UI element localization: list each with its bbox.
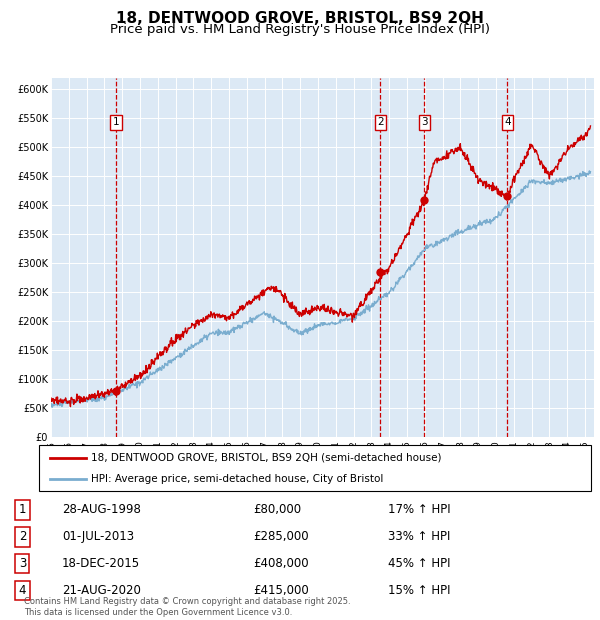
Text: Contains HM Land Registry data © Crown copyright and database right 2025.
This d: Contains HM Land Registry data © Crown c…	[24, 598, 350, 617]
Text: 18, DENTWOOD GROVE, BRISTOL, BS9 2QH (semi-detached house): 18, DENTWOOD GROVE, BRISTOL, BS9 2QH (se…	[91, 453, 442, 463]
Text: 33% ↑ HPI: 33% ↑ HPI	[388, 530, 451, 543]
Text: 18, DENTWOOD GROVE, BRISTOL, BS9 2QH: 18, DENTWOOD GROVE, BRISTOL, BS9 2QH	[116, 11, 484, 26]
Text: 2: 2	[377, 117, 383, 128]
Text: 3: 3	[421, 117, 427, 128]
Text: 01-JUL-2013: 01-JUL-2013	[62, 530, 134, 543]
Text: 4: 4	[19, 584, 26, 597]
Text: Price paid vs. HM Land Registry's House Price Index (HPI): Price paid vs. HM Land Registry's House …	[110, 23, 490, 36]
Text: £408,000: £408,000	[253, 557, 308, 570]
Text: 28-AUG-1998: 28-AUG-1998	[62, 503, 141, 516]
Text: £285,000: £285,000	[253, 530, 308, 543]
Text: 2: 2	[19, 530, 26, 543]
Text: £80,000: £80,000	[253, 503, 301, 516]
Text: 1: 1	[113, 117, 119, 128]
Text: 4: 4	[504, 117, 511, 128]
Text: 17% ↑ HPI: 17% ↑ HPI	[388, 503, 451, 516]
Text: £415,000: £415,000	[253, 584, 309, 597]
Text: HPI: Average price, semi-detached house, City of Bristol: HPI: Average price, semi-detached house,…	[91, 474, 384, 484]
Text: 45% ↑ HPI: 45% ↑ HPI	[388, 557, 451, 570]
Text: 15% ↑ HPI: 15% ↑ HPI	[388, 584, 451, 597]
Text: 18-DEC-2015: 18-DEC-2015	[62, 557, 140, 570]
Text: 1: 1	[19, 503, 26, 516]
FancyBboxPatch shape	[39, 445, 591, 491]
Text: 21-AUG-2020: 21-AUG-2020	[62, 584, 141, 597]
Text: 3: 3	[19, 557, 26, 570]
